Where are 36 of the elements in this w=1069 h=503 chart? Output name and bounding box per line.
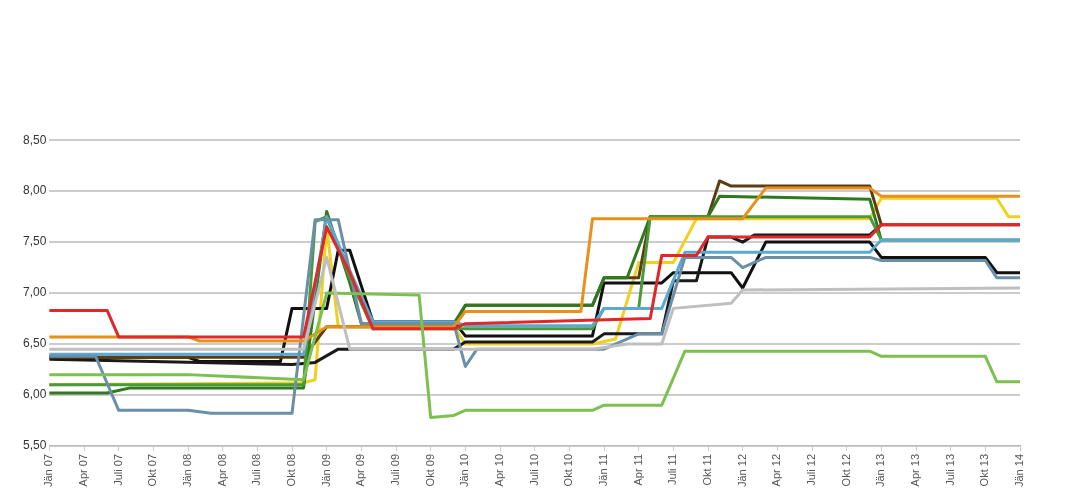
- x-tick-label: Juli 11: [666, 453, 679, 485]
- x-tick-label: Juli 12: [805, 453, 818, 486]
- x-tick-label: Okt 08: [285, 453, 298, 487]
- y-tick-label: 6,50: [23, 336, 47, 351]
- x-tick-label: Juli 07: [111, 453, 124, 486]
- y-tick-label: 7,00: [23, 285, 47, 300]
- x-tick-label: Jän 14: [1013, 453, 1026, 487]
- x-tick-label: Jän 12: [735, 453, 748, 487]
- x-tick-label: Apr 13: [909, 453, 922, 487]
- x-tick-label: Apr 12: [770, 453, 783, 487]
- y-tick-label: 5,50: [23, 438, 47, 453]
- x-tick-label: Juli 10: [527, 453, 540, 486]
- y-tick-label: 7,50: [23, 234, 47, 249]
- x-tick-label: Jän 11: [597, 453, 610, 487]
- x-tick-label: Juli 13: [943, 453, 956, 486]
- x-tick-label: Jän 08: [181, 453, 194, 487]
- x-tick-label: Apr 08: [215, 453, 228, 487]
- y-tick-label: 8,50: [23, 132, 47, 147]
- x-tick-label: Jän 09: [319, 453, 332, 487]
- x-tick-label: Okt 11: [701, 453, 714, 486]
- x-tick-label: Apr 07: [77, 453, 90, 487]
- x-tick-label: Okt 07: [146, 453, 159, 487]
- x-tick-label: Apr 11: [631, 453, 644, 486]
- x-tick-label: Juli 09: [389, 453, 402, 486]
- x-tick-label: Jän 13: [874, 453, 887, 487]
- x-tick-label: Juli 08: [250, 453, 263, 486]
- x-tick-label: Jän 07: [42, 453, 55, 487]
- x-tick-label: Okt 10: [562, 453, 575, 487]
- x-tick-label: Apr 09: [354, 453, 367, 487]
- x-tick-label: Jän 10: [458, 453, 471, 487]
- y-tick-label: 8,00: [23, 183, 47, 198]
- x-tick-label: Apr 10: [493, 453, 506, 487]
- y-tick-label: 6,00: [23, 387, 47, 402]
- x-tick-label: Okt 09: [423, 453, 436, 487]
- x-tick-label: Okt 13: [978, 453, 991, 487]
- x-tick-label: Okt 12: [839, 453, 852, 487]
